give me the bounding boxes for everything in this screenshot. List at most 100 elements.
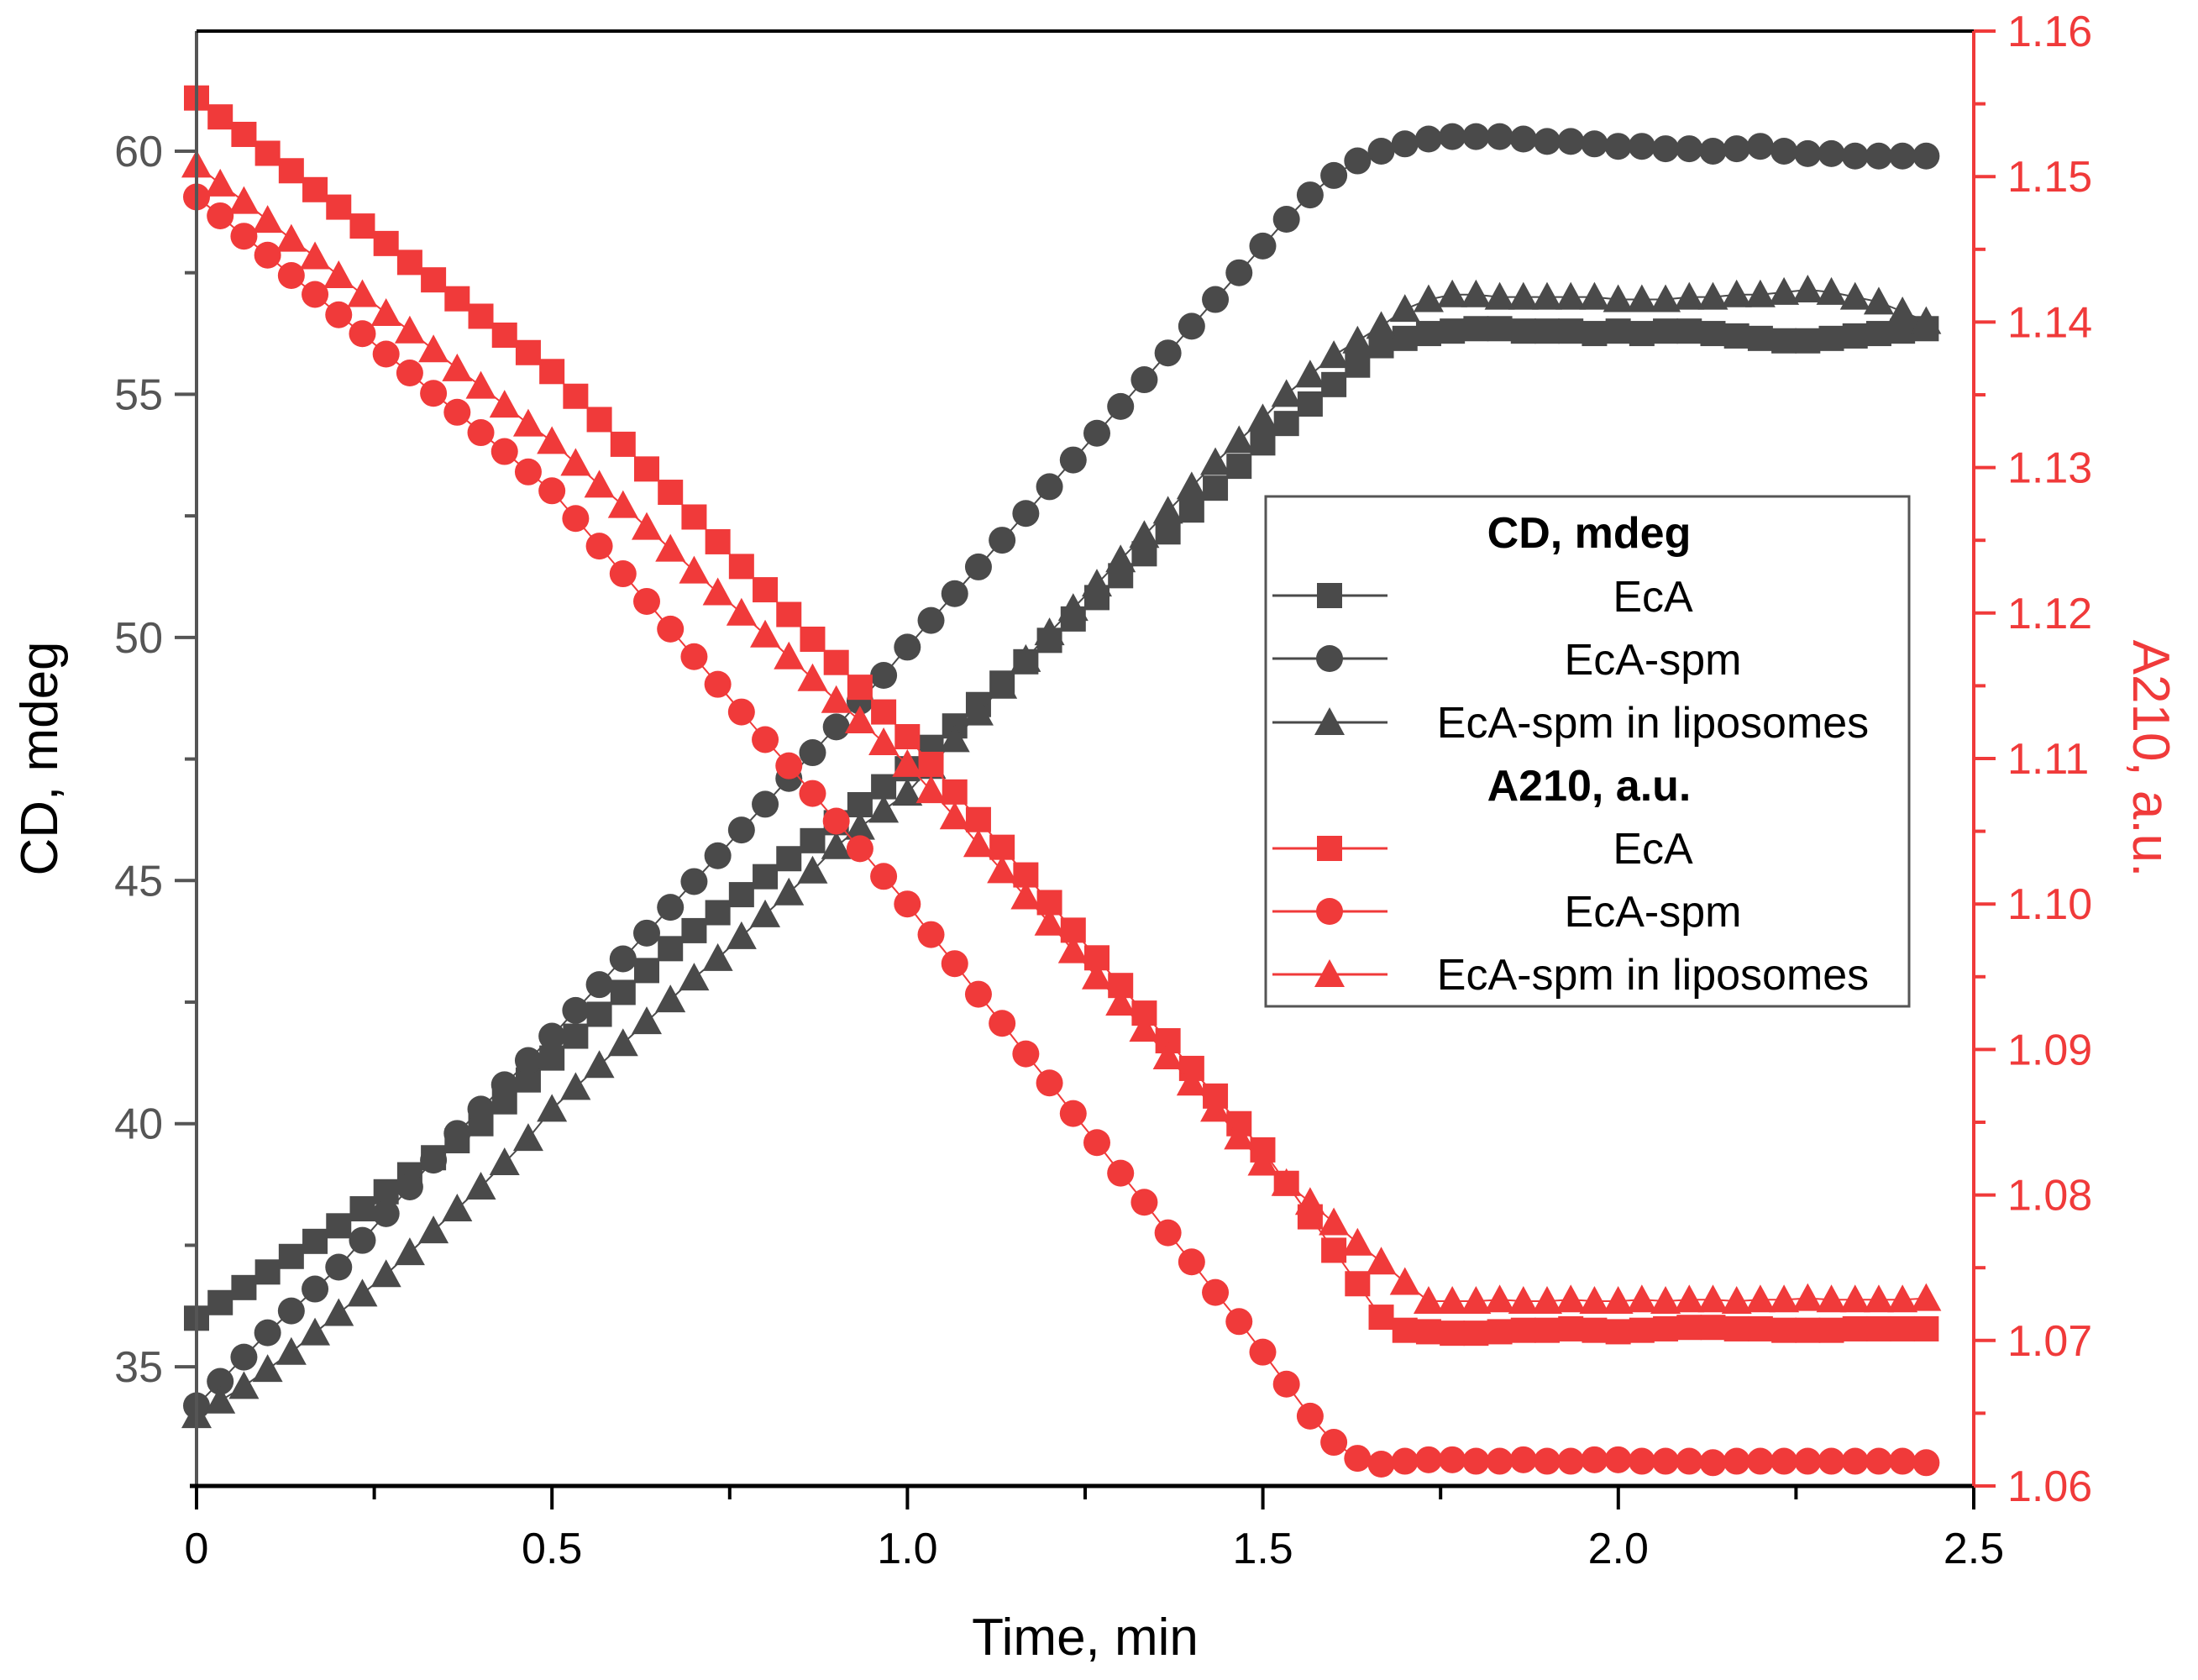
data-point-circle	[277, 1297, 305, 1325]
data-point-triangle	[1081, 569, 1112, 597]
data-point-triangle	[726, 597, 757, 626]
data-point-triangle	[560, 448, 591, 476]
data-point-square	[1605, 318, 1631, 344]
data-point-circle	[230, 223, 258, 250]
data-point-circle	[870, 863, 898, 890]
data-point-square	[610, 431, 636, 457]
data-point-triangle	[1839, 281, 1870, 310]
data-point-square	[278, 1243, 304, 1269]
data-point-triangle	[868, 727, 900, 755]
data-point-circle	[775, 752, 803, 780]
data-point-triangle	[1366, 311, 1397, 339]
data-point-circle	[964, 980, 992, 1008]
y-right-tick-label: 1.11	[2007, 735, 2089, 784]
data-point-circle	[420, 1147, 448, 1174]
data-point-circle	[1841, 142, 1869, 170]
data-point-circle	[1414, 125, 1442, 153]
data-point-circle	[1676, 135, 1703, 163]
data-point-triangle	[987, 670, 1018, 699]
data-point-square	[1842, 1315, 1868, 1341]
data-point-circle	[302, 1275, 329, 1303]
data-point-circle	[609, 945, 637, 973]
data-point-circle	[1344, 147, 1372, 175]
data-point-square	[728, 882, 754, 908]
data-point-square	[1747, 1315, 1773, 1341]
data-point-triangle	[892, 778, 923, 806]
y-right-tick-label: 1.15	[2007, 153, 2092, 202]
y-left-tick-label: 60	[114, 128, 163, 176]
data-point-circle	[1225, 259, 1253, 286]
data-point-square	[586, 407, 612, 433]
data-point-circle	[325, 1253, 353, 1281]
data-point-square	[681, 917, 707, 943]
data-point-triangle	[726, 921, 757, 949]
data-point-circle	[989, 1010, 1016, 1037]
data-point-triangle	[963, 829, 994, 858]
data-point-square	[1818, 325, 1844, 351]
data-point-triangle	[1531, 1286, 1562, 1315]
data-point-square	[658, 936, 684, 962]
data-point-square	[871, 699, 897, 725]
data-point-circle	[1036, 1069, 1063, 1097]
data-point-triangle	[844, 705, 875, 733]
data-point-square	[254, 1259, 281, 1285]
legend-label-a210-eca-spm-liposomes: EcA-spm in liposomes	[1437, 951, 1869, 1000]
data-point-triangle	[1200, 1094, 1231, 1122]
legend-label-a210-eca: EcA	[1613, 825, 1693, 874]
data-point-triangle	[1413, 1286, 1444, 1315]
data-point-circle	[1818, 139, 1845, 167]
data-point-circle	[443, 1120, 471, 1147]
data-point-triangle	[1863, 1284, 1894, 1313]
data-point-triangle	[512, 1123, 543, 1152]
data-point-circle	[1533, 1447, 1561, 1475]
data-point-circle	[302, 281, 329, 308]
data-point-circle	[1509, 125, 1537, 153]
data-point-circle	[372, 340, 400, 368]
data-point-circle	[1557, 1447, 1585, 1475]
data-point-circle	[1581, 130, 1608, 158]
data-point-square	[1629, 1317, 1655, 1343]
data-point-circle	[562, 996, 590, 1024]
data-point-circle	[1272, 1370, 1300, 1398]
data-point-circle	[704, 842, 732, 869]
y-left-tick-label: 50	[114, 614, 163, 663]
data-point-circle	[1414, 1446, 1442, 1473]
data-point-square	[349, 1196, 375, 1222]
data-point-triangle	[1508, 1286, 1539, 1315]
data-point-triangle	[537, 426, 568, 454]
data-point-square	[491, 322, 517, 348]
data-point-triangle	[1105, 987, 1136, 1016]
data-point-triangle	[1484, 1284, 1515, 1313]
data-point-circle	[1296, 1402, 1324, 1430]
data-point-square	[1440, 318, 1466, 344]
data-point-circle	[1439, 123, 1466, 150]
data-point-triangle	[607, 1028, 638, 1057]
data-point-triangle	[1271, 379, 1302, 407]
data-point-triangle	[774, 641, 805, 669]
series-2	[181, 274, 1942, 1429]
data-point-square	[515, 339, 541, 365]
data-point-circle	[562, 505, 590, 533]
series-4	[183, 183, 1940, 1478]
data-point-square	[1297, 391, 1323, 417]
data-point-square	[1487, 316, 1513, 342]
data-point-triangle	[1247, 403, 1278, 432]
data-point-circle	[396, 360, 423, 387]
data-point-triangle	[1769, 1284, 1800, 1313]
y-left-tick-label: 35	[114, 1343, 163, 1392]
data-point-square	[231, 1274, 257, 1300]
data-point-triangle	[252, 205, 283, 234]
data-point-circle	[870, 662, 898, 690]
data-point-square	[681, 504, 707, 530]
data-point-triangle	[1887, 1284, 1918, 1313]
data-point-triangle	[1413, 284, 1444, 312]
data-point-triangle	[1081, 961, 1112, 990]
x-tick-label: 2.0	[1588, 1525, 1649, 1573]
data-point-square	[563, 383, 589, 409]
data-point-square	[800, 827, 826, 853]
legend-group-title-cd: CD, mdeg	[1487, 509, 1692, 558]
data-point-triangle	[679, 555, 710, 584]
data-point-square	[1368, 1305, 1394, 1331]
data-point-triangle	[1129, 520, 1160, 549]
